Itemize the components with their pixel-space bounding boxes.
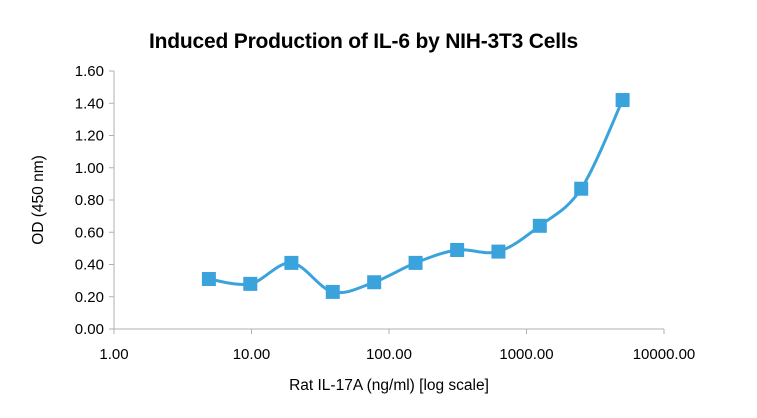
y-tick-label: 1.00 [75, 160, 104, 177]
data-point [574, 181, 589, 196]
data-point [615, 93, 630, 108]
y-tick-label: 0.20 [75, 289, 104, 306]
data-point [201, 272, 216, 287]
x-ticks: 1.00 10.00 100.00 1000.00 10000.00 [99, 329, 695, 363]
y-tick-label: 0.80 [75, 192, 104, 209]
y-axis-title: OD (450 nm) [30, 155, 47, 245]
data-point [325, 284, 340, 299]
x-tick-label: 10000.00 [633, 346, 696, 363]
x-tick-label: 10.00 [233, 346, 271, 363]
data-point [243, 276, 258, 291]
y-tick-label: 1.40 [75, 95, 104, 112]
axes: 0.00 0.20 0.40 0.60 0.80 1.00 1.20 1.40 1.60 1.0… [75, 63, 695, 363]
y-tick-label: 0.00 [75, 321, 104, 338]
y-ticks: 0.00 0.20 0.40 0.60 0.80 1.00 1.20 1.40 1.60 [75, 63, 114, 338]
data-point [491, 244, 506, 259]
data-point [450, 242, 465, 257]
x-tick-label: 100.00 [366, 346, 412, 363]
data-point [532, 218, 547, 233]
chart-title: Induced Production of IL-6 by NIH-3T3 Ce… [149, 30, 578, 53]
x-tick-label: 1000.00 [499, 346, 553, 363]
x-axis-title: Rat IL-17A (ng/ml) [log scale] [289, 377, 489, 394]
y-tick-label: 1.20 [75, 128, 104, 145]
data-point [284, 255, 299, 270]
x-tick-label: 1.00 [99, 346, 128, 363]
series-layer [201, 93, 630, 299]
data-point [408, 255, 423, 270]
data-point [367, 275, 382, 290]
y-tick-label: 1.60 [75, 63, 104, 80]
y-tick-label: 0.60 [75, 224, 104, 241]
y-tick-label: 0.40 [75, 257, 104, 274]
